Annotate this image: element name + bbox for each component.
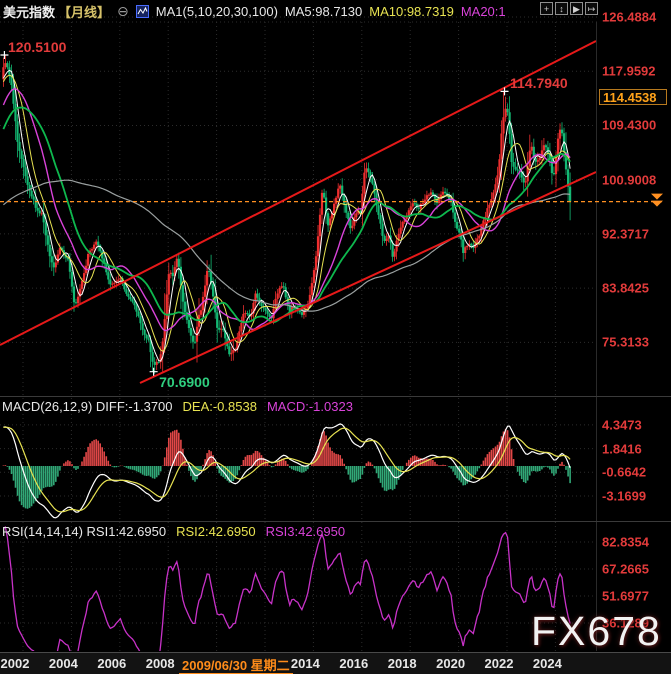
play-forward-icon[interactable]: ▶ xyxy=(570,2,583,15)
macd-diff-value: MACD(26,12,9) DIFF:-1.3700 xyxy=(2,399,173,414)
high-price-label: 120.5100 xyxy=(8,39,67,55)
rsi-axis-label: 51.6977 xyxy=(602,588,649,604)
rsi-axis-label: 36.1289 xyxy=(602,615,649,631)
price-axis-label: 126.4884 xyxy=(602,9,657,25)
period-label: 【月线】 xyxy=(58,4,111,20)
macd-axis-label: 1.8416 xyxy=(602,441,642,457)
year-tick-label: 2024 xyxy=(532,656,562,671)
ma-params-label: MA1(5,10,20,30,100) xyxy=(155,3,278,19)
toolbar-buttons: + ↕ ▶ ↦ xyxy=(540,2,598,15)
toolbar: 美元指数 【月线】 ⊖ MA1(5,10,20,30,100) MA5:98.7… xyxy=(0,0,671,22)
year-tick-label: 2006 xyxy=(97,656,127,671)
time-axis: 2009/06/30 星期二 2002 2004 2006 2008 2014 2016 2… xyxy=(0,652,671,674)
rsi2-value: RSI2:42.6950 xyxy=(176,524,256,539)
rsi-axis-label: 82.8354 xyxy=(602,534,649,550)
ma20-value: MA20:1 xyxy=(460,3,506,19)
crosshair-tool-icon[interactable]: + xyxy=(540,2,553,15)
price-axis-label: 92.3717 xyxy=(602,226,649,242)
price-axis-label: 117.9592 xyxy=(602,63,656,79)
price-axis-label: 109.4300 xyxy=(602,117,657,133)
panel-separator xyxy=(0,521,671,522)
panel-separator xyxy=(0,396,671,397)
rsi3-value: RSI3:42.6950 xyxy=(265,524,346,539)
price-axis-label: 100.9008 xyxy=(602,172,657,188)
fit-vertical-icon[interactable]: ↕ xyxy=(555,2,568,15)
year-tick-label: 2016 xyxy=(339,656,369,671)
low-price-label: 70.6900 xyxy=(159,373,210,390)
ma10-value: MA10:98.7319 xyxy=(369,3,454,19)
year-tick-label: 2004 xyxy=(48,656,78,671)
rsi-axis-label: 67.2665 xyxy=(602,561,649,577)
macd-hist-value: MACD:-1.0323 xyxy=(266,399,353,414)
watermark: FX678 xyxy=(531,608,662,654)
price-axis-label: 75.3133 xyxy=(602,334,649,350)
price-axis-label: 83.8425 xyxy=(602,280,649,296)
ma5-value: MA5:98.7130 xyxy=(284,3,363,19)
macd-dea-value: DEA:-0.8538 xyxy=(182,399,257,414)
year-tick-label: 2022 xyxy=(484,656,514,671)
step-last-icon[interactable]: ↦ xyxy=(585,2,598,15)
year-tick-label: 2008 xyxy=(145,656,175,671)
year-tick-label: 2018 xyxy=(387,656,417,671)
selected-price-box: 114.4538 xyxy=(599,89,667,105)
year-tick-label: 2020 xyxy=(436,656,466,671)
collapse-icon[interactable]: ⊖ xyxy=(117,2,129,19)
macd-axis-label: 4.3473 xyxy=(602,417,642,433)
crosshair-date-label: 2009/06/30 星期二 xyxy=(179,654,293,674)
rsi-header: RSI(14,14,14) RSI1:42.6950 RSI2:42.6950 … xyxy=(2,524,345,539)
macd-header: MACD(26,12,9) DIFF:-1.3700 DEA:-0.8538 M… xyxy=(2,399,353,414)
macd-axis-label: -3.1699 xyxy=(602,488,647,504)
year-tick-label: 2002 xyxy=(0,656,30,671)
year-tick-label: 2014 xyxy=(290,656,320,671)
high-price-label: 114.7940 xyxy=(510,75,568,92)
rsi1-value: RSI(14,14,14) RSI1:42.6950 xyxy=(2,524,167,539)
instrument-title: 美元指数 xyxy=(3,4,56,20)
macd-axis-label: -0.6642 xyxy=(602,464,647,480)
chart-style-icon[interactable] xyxy=(135,4,149,18)
